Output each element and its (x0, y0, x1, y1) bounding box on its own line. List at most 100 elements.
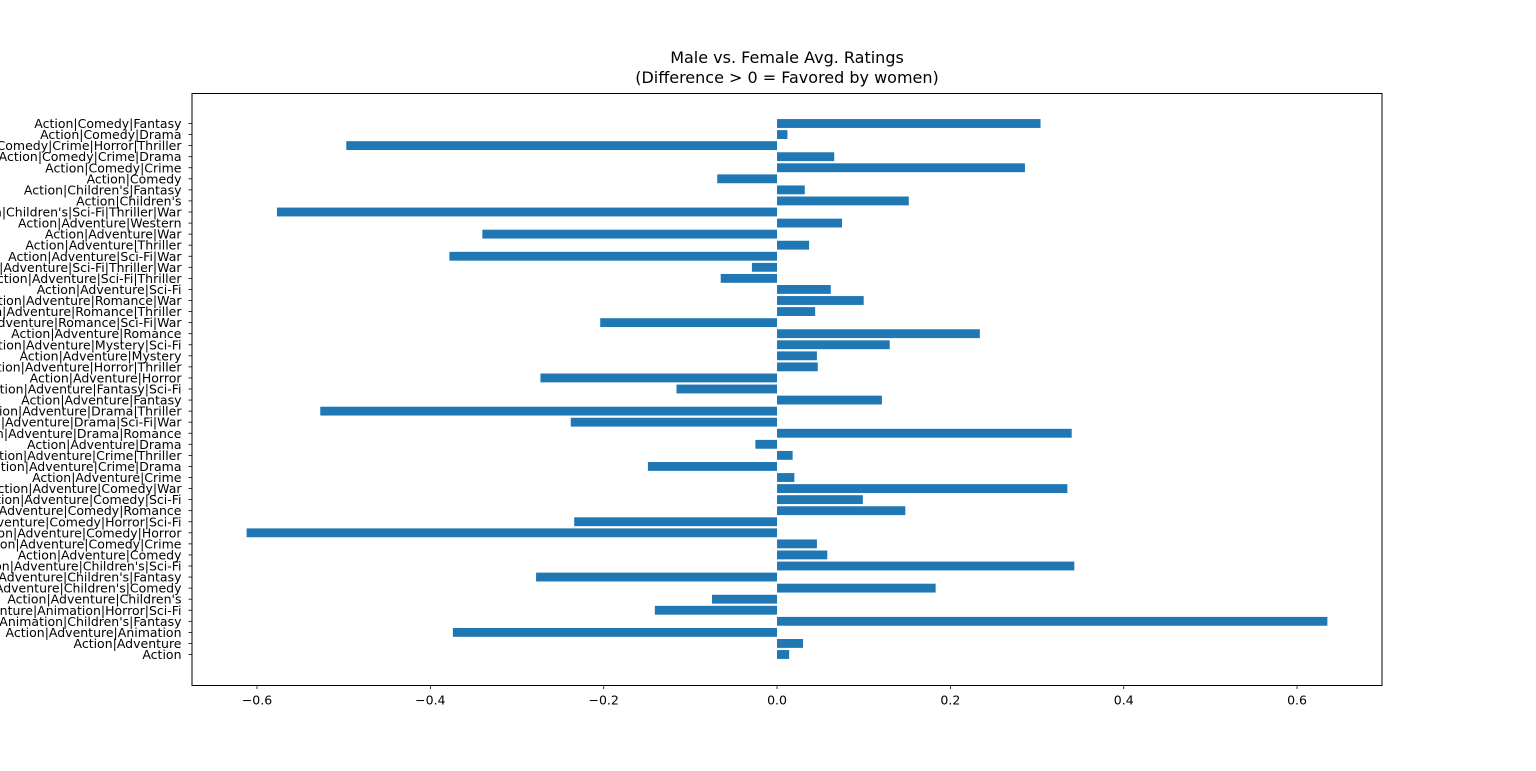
y-tick-label: Action|Adventure|Crime (32, 470, 182, 485)
bar (712, 594, 778, 604)
bar (482, 229, 778, 239)
y-tick-label: Action|Adventure|Drama (27, 437, 182, 452)
y-tick-label: Action|Adventure|Horror|Thriller (0, 359, 182, 374)
bar (777, 550, 828, 560)
y-tick-label: Action|Children's|Sci-Fi|Thriller|War (0, 205, 182, 220)
bar (570, 417, 778, 427)
bar (777, 506, 906, 516)
y-tick-label: Action|Adventure|Comedy|Sci-Fi (0, 492, 182, 507)
bar (600, 318, 778, 328)
bar (777, 495, 863, 505)
bar (647, 462, 778, 471)
y-tick-label: Action|Adventure|Horror (30, 370, 183, 385)
bar (777, 561, 1075, 571)
bar (777, 185, 805, 195)
plot-frame (191, 93, 1383, 686)
bar (777, 307, 816, 316)
y-tick-label: Action|Adventure (73, 636, 181, 651)
bar (777, 395, 882, 405)
y-tick-label: Action|Adventure|War (45, 227, 182, 242)
bar (777, 539, 817, 549)
y-tick-label: Action|Children's (76, 193, 181, 208)
y-tick-label: Action|Adventure|Comedy|War (0, 481, 182, 496)
y-tick-label: Action|Adventure|Romance (11, 326, 182, 341)
y-tick-label: Action|Adventure|Animation|Horror|Sci-Fi (0, 603, 182, 618)
bar (717, 174, 778, 184)
bar (654, 605, 778, 615)
bar (751, 262, 778, 272)
bar (676, 384, 778, 394)
bar (777, 473, 795, 482)
y-tick-label: Action|Adventure|Fantasy (21, 393, 182, 408)
y-tick-label: Action|Adventure|Sci-Fi|Thriller|War (0, 260, 182, 275)
bar (574, 517, 778, 527)
bar (777, 639, 804, 648)
bar (540, 373, 778, 383)
bar (346, 141, 778, 151)
bar (276, 207, 778, 217)
y-tick-label: Action|Adventure|Animation|Children's|Fa… (0, 614, 182, 629)
bar (777, 351, 817, 361)
bar (777, 163, 1025, 173)
y-tick-label: Action|Adventure|Crime|Thriller (0, 448, 182, 463)
y-tick-label: Action|Adventure|Animation (6, 625, 182, 640)
bar (777, 296, 864, 305)
bar (777, 340, 890, 350)
bar (777, 650, 790, 659)
bar (777, 218, 843, 228)
bar (777, 130, 788, 139)
y-tick-labels: ActionAction|AdventureAction|Adventure|A… (0, 116, 192, 662)
y-tick-label: Action|Comedy|Crime|Drama (0, 149, 182, 164)
bar (246, 528, 778, 538)
y-tick-label: Action|Adventure|Romance|Thriller (0, 304, 182, 319)
bar (777, 240, 810, 250)
bar (777, 285, 831, 294)
bar (777, 362, 818, 372)
bar (777, 583, 936, 593)
y-tick-label: Action|Adventure|Romance|Sci-Fi|War (0, 315, 182, 330)
y-tick-label: Action|Comedy (87, 171, 183, 186)
chart-subtitle: (Difference > 0 = Favored by women) (635, 68, 939, 87)
y-tick-label: Action|Adventure|Sci-Fi|Thriller (0, 271, 182, 286)
y-tick-label: Action|Adventure|Sci-Fi (37, 282, 182, 297)
y-tick-label: Action|Adventure|Mystery (19, 348, 182, 363)
x-tick-label: −0.4 (415, 693, 445, 708)
y-tick-label: Action|Adventure|Comedy|Crime (0, 536, 182, 551)
y-tick-label: Action|Adventure|Comedy|Horror|Sci-Fi (0, 514, 182, 529)
y-tick-label: Action|Adventure|Romance|War (0, 293, 182, 308)
bar (320, 406, 778, 416)
y-tick-label: Action|Adventure|Drama|Romance (0, 426, 182, 441)
x-tick-label: 0.4 (1114, 693, 1134, 708)
x-tick-label: −0.6 (242, 693, 272, 708)
y-tick-label: Action|Adventure|Comedy|Romance (0, 503, 182, 518)
x-tick-label: 0.2 (940, 693, 960, 708)
y-tick-label: Action|Adventure|Comedy (18, 547, 182, 562)
bar (755, 439, 778, 449)
x-axis-ticks: −0.6 −0.4 −0.2 0.0 0.2 0.4 0.6 (242, 685, 1307, 708)
bar (777, 484, 1068, 493)
y-tick-label: Action|Adventure|Drama|Sci-Fi|War (0, 415, 182, 430)
y-tick-label: Action|Adventure|Drama|Thriller (0, 404, 182, 419)
bar (452, 627, 778, 637)
bar (720, 273, 778, 283)
chart-title: Male vs. Female Avg. Ratings (670, 48, 904, 67)
bar (777, 616, 1328, 626)
y-tick-label: Action|Adventure|Thriller (25, 238, 182, 253)
bar (777, 196, 909, 206)
y-tick-label: Action|Adventure|Fantasy|Sci-Fi (0, 382, 182, 397)
y-tick-label: Action|Children's|Fantasy (24, 182, 182, 197)
y-tick-label: Action|Comedy|Drama (40, 127, 181, 142)
y-tick-label: Action|Adventure|Children's|Sci-Fi (0, 559, 182, 574)
y-tick-label: Action|Adventure|Comedy|Horror (0, 525, 182, 540)
y-tick-label: Action|Adventure|Mystery|Sci-Fi (0, 337, 182, 352)
y-tick-label: Action|Adventure|Children's|Fantasy (0, 570, 182, 585)
y-tick-label: Action|Adventure|Crime|Drama (0, 459, 182, 474)
y-tick-label: Action|Comedy|Crime|Horror|Thriller (0, 138, 182, 153)
bars-group (246, 119, 1328, 659)
x-tick-label: 0.6 (1287, 693, 1307, 708)
y-tick-label: Action (142, 647, 181, 662)
y-tick-label: Action|Adventure|Children's|Comedy (0, 581, 182, 596)
y-tick-label: Action|Comedy|Crime (45, 160, 182, 175)
y-tick-label: Action|Adventure|Western (18, 216, 182, 231)
